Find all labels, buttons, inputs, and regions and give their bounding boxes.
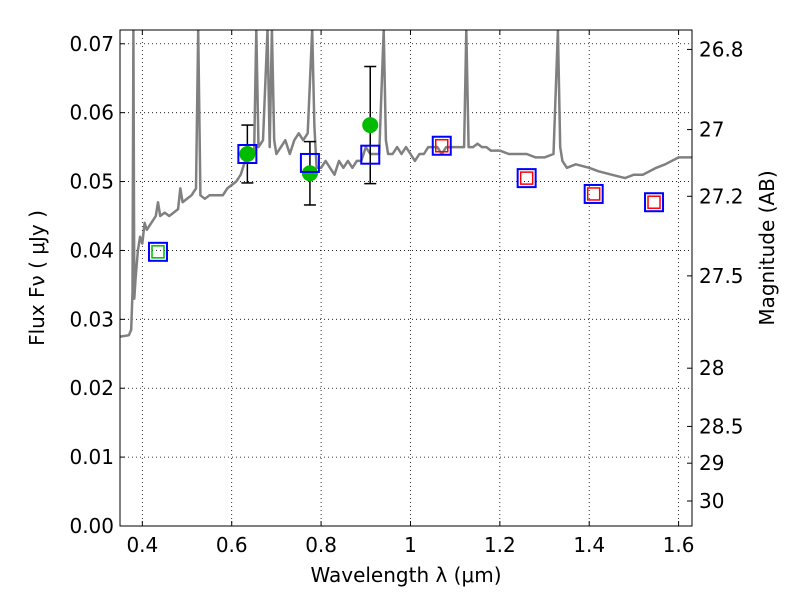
y-tick-label: 0.01 <box>69 445 114 469</box>
y2-axis-label: Magnitude (AB) <box>755 170 779 325</box>
grid-lines <box>120 30 692 527</box>
x-tick-label: 0.6 <box>216 533 248 557</box>
model-inner-point <box>519 171 534 185</box>
observed-point <box>301 165 318 182</box>
y-tick-label: 0.04 <box>69 238 114 262</box>
plot-frame <box>119 29 693 527</box>
y2-tick-label: 30 <box>699 489 724 513</box>
observed-point <box>239 146 256 162</box>
x-tick-label: 0.8 <box>305 533 337 557</box>
y-tick-label: 0.00 <box>69 514 114 538</box>
ticks: 0.4 0.6 0.8 1 1.2 1.4 1.6 0.00 0.01 0.02 0.03 0.04 0… <box>69 30 744 557</box>
model-point <box>516 168 537 189</box>
model-point <box>299 152 320 173</box>
model-point <box>583 183 604 204</box>
model-inner-point <box>647 195 661 209</box>
y2-tick-label: 27.5 <box>699 264 744 288</box>
model-point <box>644 192 665 213</box>
y2-tick-label: 28.5 <box>699 414 744 438</box>
x-tick-label: 1 <box>404 533 417 557</box>
spectrum-line <box>120 30 692 338</box>
y-tick-label: 0.02 <box>69 376 114 400</box>
model-point <box>431 135 452 156</box>
x-tick-label: 1.6 <box>663 533 695 557</box>
x-tick-label: 1.4 <box>573 533 605 557</box>
plot-area <box>120 30 692 338</box>
y-axis-label: Flux Fν ( μJy ) <box>25 210 49 346</box>
model-point <box>147 241 168 262</box>
y-tick-label: 0.03 <box>69 307 114 331</box>
y2-tick-label: 29 <box>699 451 724 475</box>
model-point <box>237 144 258 164</box>
x-tick-label: 0.4 <box>126 533 158 557</box>
observed-point <box>362 117 379 134</box>
model-point <box>360 144 381 165</box>
y2-tick-label: 26.8 <box>699 37 744 61</box>
y2-tick-label: 27.2 <box>699 184 744 208</box>
y2-tick-label: 28 <box>699 356 724 380</box>
model-inner-point <box>586 187 601 201</box>
y-tick-label: 0.06 <box>69 101 114 125</box>
model-inner-point <box>435 138 449 153</box>
x-axis-label: Wavelength λ (μm) <box>310 563 501 587</box>
x-tick-label: 1.2 <box>484 533 516 557</box>
y-tick-label: 0.07 <box>69 32 114 56</box>
y-tick-label: 0.05 <box>69 170 114 194</box>
model-inner-point <box>151 245 165 259</box>
y2-tick-label: 27 <box>699 118 724 142</box>
